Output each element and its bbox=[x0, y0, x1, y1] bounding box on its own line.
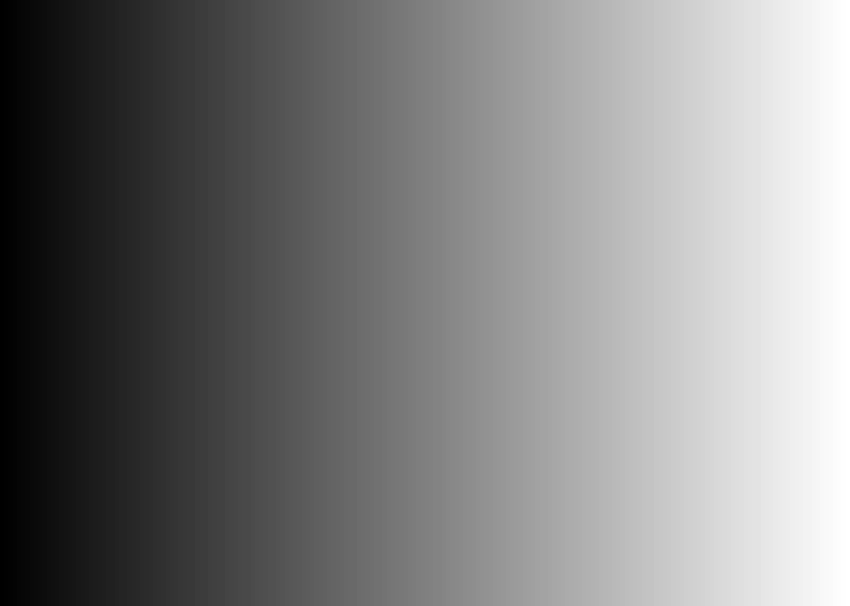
Bar bbox=[727, 24, 824, 100]
Text: .com: .com bbox=[634, 15, 675, 30]
Text: High School: High School bbox=[144, 582, 246, 597]
Polygon shape bbox=[348, 329, 457, 341]
Bar bbox=[759, 24, 792, 100]
Text: +42%: +42% bbox=[476, 133, 552, 158]
Text: +40%: +40% bbox=[264, 238, 340, 262]
FancyArrowPatch shape bbox=[195, 311, 405, 398]
Bar bbox=[727, 24, 759, 100]
Text: explorer: explorer bbox=[568, 15, 640, 30]
Text: 43,100 EUR: 43,100 EUR bbox=[571, 200, 670, 215]
Text: Certificate or
Diploma: Certificate or Diploma bbox=[351, 582, 465, 606]
FancyArrowPatch shape bbox=[406, 224, 618, 334]
Bar bbox=[359, 341, 457, 564]
Text: Bachelor's
Degree: Bachelor's Degree bbox=[576, 582, 665, 606]
Text: Ireland: Ireland bbox=[26, 121, 97, 139]
Bar bbox=[571, 248, 670, 564]
Bar bbox=[220, 404, 245, 564]
Bar bbox=[560, 248, 571, 564]
Text: salary: salary bbox=[510, 15, 563, 30]
Bar bbox=[433, 341, 457, 564]
Polygon shape bbox=[560, 236, 670, 248]
Text: Photographer: Photographer bbox=[26, 73, 148, 91]
Text: 21,800 EUR: 21,800 EUR bbox=[146, 356, 245, 371]
Text: Salary Comparison By Education: Salary Comparison By Education bbox=[26, 15, 558, 43]
Text: Average Yearly Salary: Average Yearly Salary bbox=[835, 259, 845, 371]
Bar bbox=[792, 24, 824, 100]
Bar bbox=[348, 341, 359, 564]
Bar bbox=[135, 404, 146, 564]
Bar bbox=[645, 248, 670, 564]
Text: 30,400 EUR: 30,400 EUR bbox=[359, 293, 457, 308]
Bar bbox=[146, 404, 245, 564]
Polygon shape bbox=[135, 392, 245, 404]
